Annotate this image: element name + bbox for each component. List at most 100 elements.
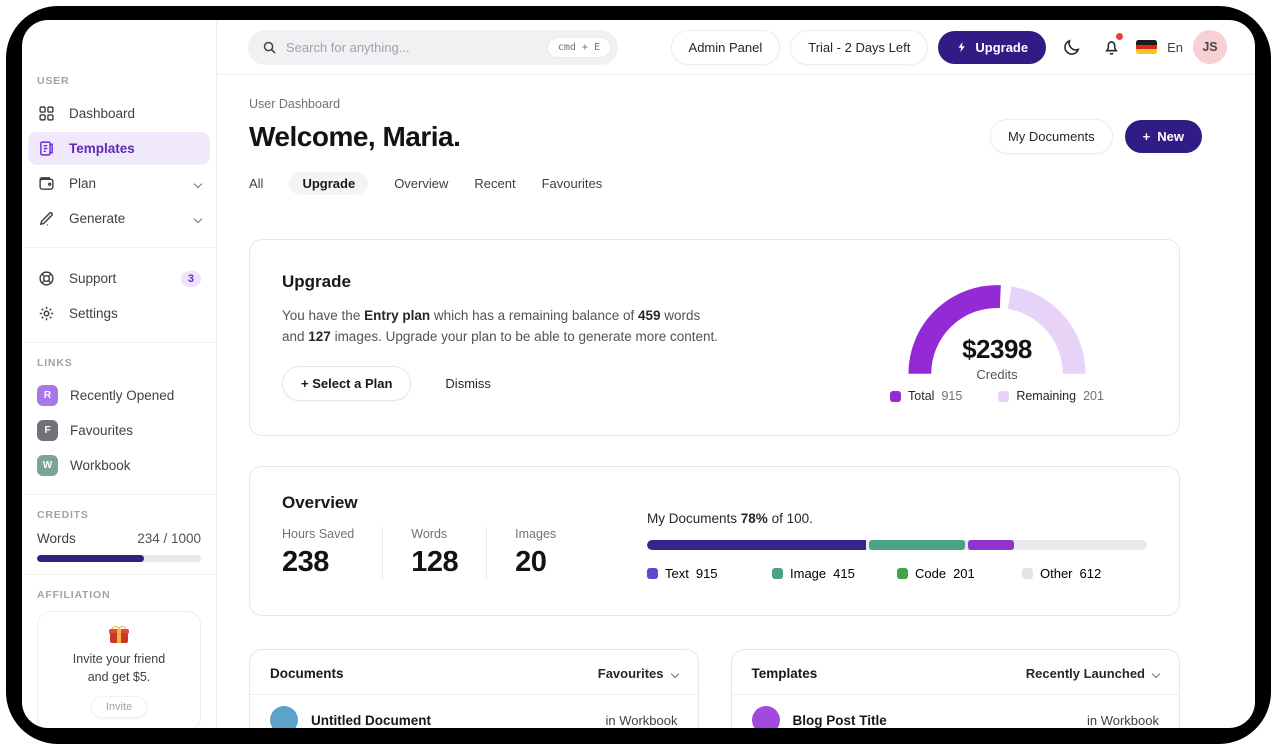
- overview-stats: Hours Saved 238 Words 128 Images 20: [282, 527, 647, 579]
- document-location: in Workbook: [605, 712, 678, 728]
- topbar: cmd + E Admin Panel Trial - 2 Days Left …: [217, 20, 1255, 75]
- trial-status-button[interactable]: Trial - 2 Days Left: [790, 29, 929, 65]
- link-label: Recently Opened: [70, 388, 175, 403]
- overview-card: Overview Hours Saved 238 Words 128 Image…: [249, 466, 1180, 616]
- legend-item-image: Image 415: [772, 566, 897, 581]
- sidebar-item-generate[interactable]: Generate: [28, 202, 210, 235]
- tab-favourites[interactable]: Favourites: [541, 176, 603, 191]
- link-label: Workbook: [70, 458, 131, 473]
- credits-gauge-chart: $2398 Credits Total 915 Remaining 201: [847, 272, 1147, 403]
- legend-swatch: [1022, 568, 1033, 579]
- document-row[interactable]: Untitled Document in Workbook: [250, 695, 698, 728]
- words-progress-fill: [37, 555, 144, 562]
- invite-button[interactable]: Invite: [90, 696, 148, 719]
- tab-all[interactable]: All: [249, 176, 264, 191]
- documents-usage-chart: My Documents 78% of 100. Text 915: [647, 493, 1147, 589]
- tab-overview[interactable]: Overview: [394, 176, 449, 191]
- documents-card: Documents Favourites Untitled Document i…: [249, 649, 699, 728]
- bell-icon: [1104, 40, 1118, 55]
- bar-segment-code: [967, 540, 1014, 550]
- legend-swatch: [998, 390, 1010, 402]
- template-row[interactable]: Blog Post Title in Workbook: [732, 695, 1180, 728]
- templates-card: Templates Recently Launched Blog Post Ti…: [730, 649, 1180, 728]
- language-flag-icon[interactable]: [1136, 40, 1158, 54]
- legend-swatch: [772, 568, 783, 579]
- search-bar[interactable]: cmd + E: [248, 29, 618, 65]
- sidebar-link-favourites[interactable]: F Favourites: [28, 414, 210, 447]
- usage-caption: My Documents 78% of 100.: [647, 511, 813, 526]
- link-avatar: F: [37, 420, 58, 441]
- sidebar-item-label: Settings: [69, 306, 118, 321]
- legend-swatch: [890, 390, 902, 402]
- template-avatar: [751, 706, 780, 728]
- sidebar-item-plan[interactable]: Plan: [28, 167, 210, 200]
- tab-recent[interactable]: Recent: [474, 176, 516, 191]
- upgrade-card-title: Upgrade: [282, 272, 351, 291]
- sidebar-item-label: Templates: [69, 141, 135, 156]
- pen-icon: [37, 209, 56, 228]
- legend-swatch: [897, 568, 908, 579]
- sidebar-section-user: USER: [37, 75, 70, 87]
- templates-icon: [37, 139, 56, 158]
- template-title: Blog Post Title: [792, 712, 887, 728]
- lifebuoy-icon: [37, 269, 56, 288]
- link-avatar: W: [37, 455, 58, 476]
- my-documents-button[interactable]: My Documents: [989, 119, 1113, 154]
- documents-card-title: Documents: [270, 666, 344, 681]
- templates-card-title: Templates: [751, 666, 818, 681]
- dark-mode-toggle[interactable]: [1056, 32, 1086, 62]
- dismiss-button[interactable]: Dismiss: [445, 375, 491, 391]
- sidebar-link-workbook[interactable]: W Workbook: [28, 449, 210, 482]
- divider: [22, 342, 216, 343]
- bar-segment-image: [869, 540, 965, 550]
- sidebar-section-affiliation: AFFILIATION: [37, 589, 111, 601]
- user-avatar[interactable]: JS: [1193, 30, 1227, 64]
- sidebar-item-templates[interactable]: Templates: [28, 132, 210, 165]
- sidebar-section-credits: CREDITS: [37, 509, 89, 521]
- document-title: Untitled Document: [311, 712, 431, 728]
- language-label[interactable]: En: [1167, 39, 1183, 55]
- gift-icon: [109, 626, 129, 643]
- new-button[interactable]: + New: [1124, 120, 1202, 153]
- plus-icon: +: [1142, 129, 1151, 144]
- upgrade-button[interactable]: Upgrade: [938, 30, 1047, 64]
- affiliation-card: Invite your friend and get $5. Invite: [37, 611, 201, 728]
- overview-card-title: Overview: [282, 493, 358, 512]
- credits-label: Words: [37, 531, 76, 546]
- sidebar-item-support[interactable]: Support 3: [28, 262, 210, 295]
- document-avatar: [270, 706, 298, 728]
- search-input[interactable]: [286, 39, 538, 55]
- stat-images: Images 20: [486, 527, 584, 579]
- legend-swatch: [647, 568, 658, 579]
- grid-icon: [37, 104, 56, 123]
- gear-icon: [37, 304, 56, 323]
- divider: [731, 694, 1179, 695]
- notifications-button[interactable]: [1096, 32, 1126, 62]
- words-progress-track: [37, 555, 201, 562]
- divider: [22, 494, 216, 495]
- sidebar-item-settings[interactable]: Settings: [28, 297, 210, 330]
- template-location: in Workbook: [1086, 712, 1159, 728]
- sidebar-item-dashboard[interactable]: Dashboard: [28, 97, 210, 130]
- main-area: cmd + E Admin Panel Trial - 2 Days Left …: [217, 20, 1255, 728]
- admin-panel-button[interactable]: Admin Panel: [670, 29, 781, 65]
- support-badge: 3: [180, 270, 201, 287]
- chevron-down-icon: [670, 669, 679, 678]
- divider: [22, 574, 216, 575]
- sidebar: USER Dashboard Templates Plan Generate: [22, 20, 217, 728]
- tab-upgrade[interactable]: Upgrade: [289, 172, 369, 195]
- documents-filter-dropdown[interactable]: Favourites: [598, 666, 679, 681]
- stacked-progress-bar: [647, 540, 1147, 550]
- link-label: Favourites: [70, 423, 134, 438]
- select-plan-button[interactable]: + Select a Plan: [282, 365, 412, 401]
- sidebar-item-label: Plan: [69, 176, 97, 191]
- chevron-down-icon: [1151, 669, 1161, 678]
- sidebar-link-recently-opened[interactable]: R Recently Opened: [28, 379, 210, 412]
- templates-filter-dropdown[interactable]: Recently Launched: [1026, 666, 1161, 681]
- legend-item-remaining: Remaining 201: [998, 389, 1104, 403]
- stat-words: Words 128: [382, 527, 486, 579]
- sidebar-section-links: LINKS: [37, 357, 73, 369]
- affiliation-text-line2: and get $5.: [87, 670, 151, 685]
- chevron-down-icon: [193, 179, 203, 188]
- upgrade-card-body: You have the Entry plan which has a rema…: [282, 308, 719, 344]
